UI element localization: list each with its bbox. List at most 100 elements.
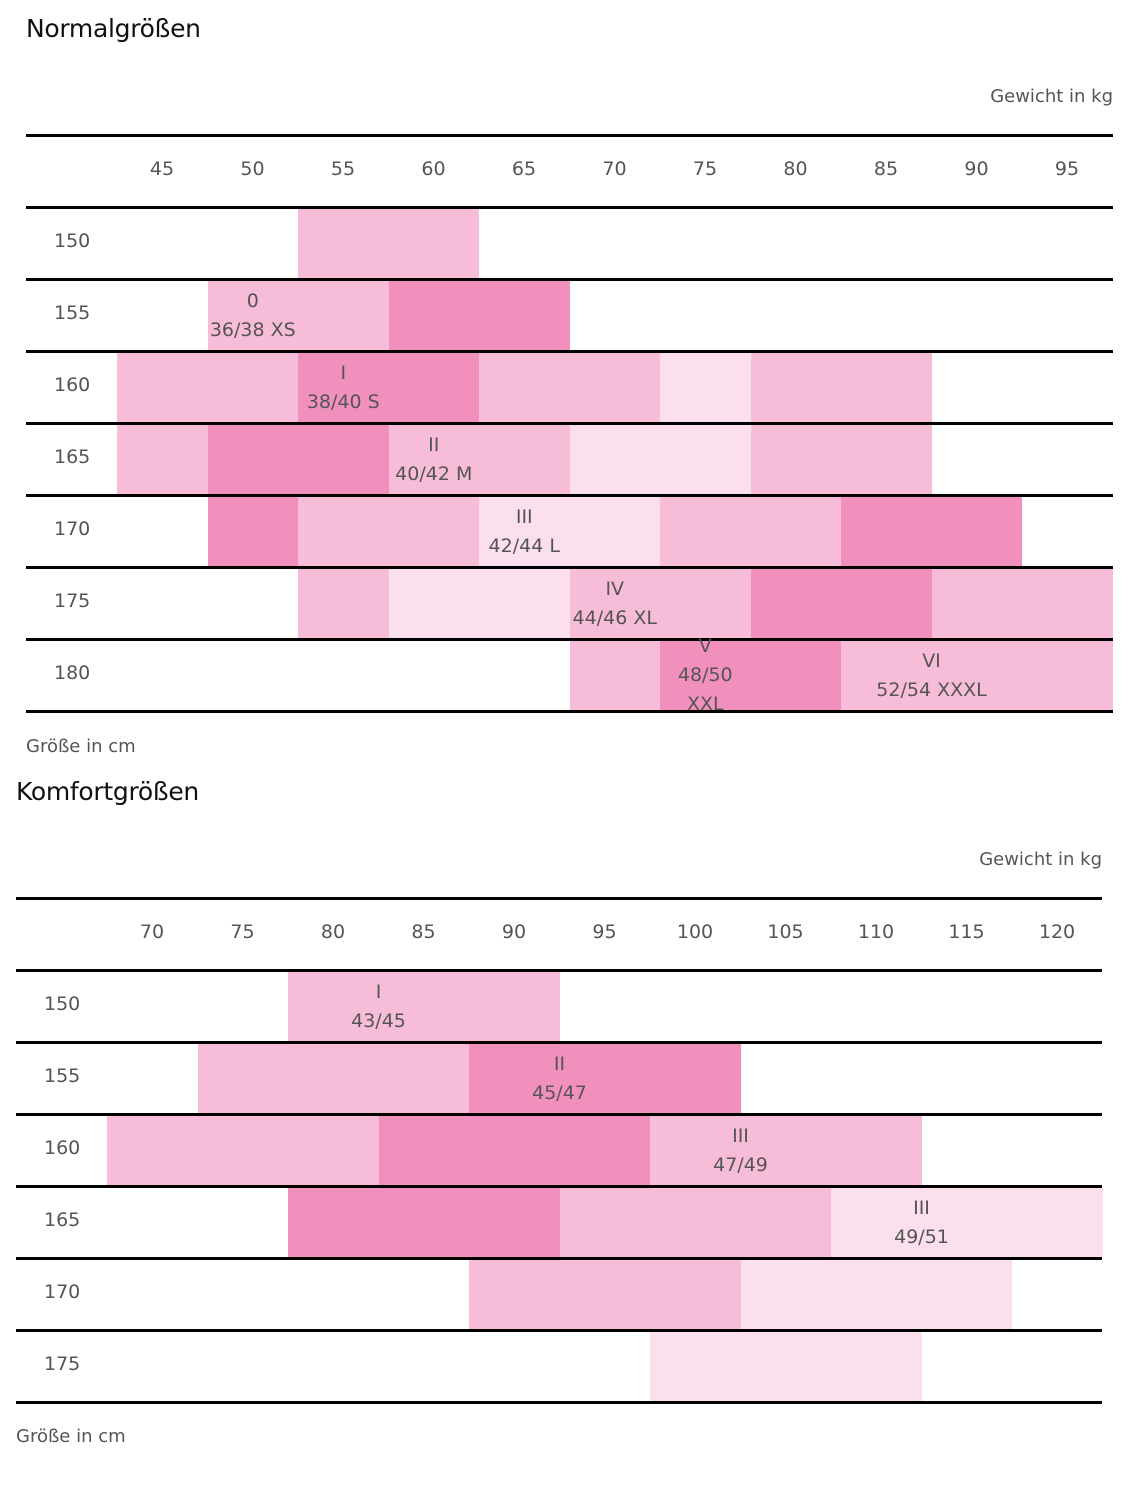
x-tick-label: 95 — [1054, 158, 1080, 180]
x-tick-label: 100 — [676, 921, 714, 943]
size-numeral: III — [515, 505, 533, 528]
size-cell-light — [569, 641, 660, 710]
grid-line — [26, 350, 1113, 353]
x-tick-label: 75 — [230, 921, 255, 943]
size-cell-light — [1022, 641, 1113, 710]
size-label: 38/40 S — [306, 390, 380, 413]
x-tick-label: 80 — [320, 921, 346, 943]
y-tick-label: 150 — [44, 993, 81, 1015]
x-tick-label: 70 — [602, 158, 627, 180]
size-cell-light — [469, 1260, 741, 1329]
grid-line — [26, 710, 1113, 713]
size-cell-light — [197, 1044, 469, 1113]
size-cell-dark — [388, 353, 479, 422]
grid-line — [16, 1257, 1102, 1260]
size-cell-dark — [841, 497, 1022, 566]
y-tick-label: 165 — [54, 446, 91, 468]
x-tick-label: 95 — [592, 921, 617, 943]
size-label: 45/47 — [532, 1081, 587, 1104]
y-tick-label: 160 — [44, 1137, 81, 1159]
size-cell-light — [117, 353, 298, 422]
size-label: 52/54 XXXL — [876, 678, 987, 701]
y-tick-label: 155 — [54, 302, 91, 324]
size-label: 44/46 XL — [572, 606, 657, 629]
size-cell-light — [117, 425, 208, 494]
size-numeral: I — [375, 980, 382, 1003]
size-cell-dark — [207, 425, 389, 494]
size-cell-light — [931, 569, 1113, 638]
komfortgroessen-chart: Komfortgrößen Gewicht in kg Größe in cm … — [16, 763, 1103, 1463]
size-cell-dark: II 45/47 — [469, 1044, 650, 1113]
size-cell-light — [298, 497, 479, 566]
size-cell-lightest — [388, 569, 570, 638]
chart-title: Normalgrößen — [26, 14, 201, 43]
x-tick-label: 75 — [692, 158, 718, 180]
grid-line — [26, 206, 1113, 209]
size-cell-dark — [207, 497, 298, 566]
size-cell-light — [750, 425, 932, 494]
y-tick-label: 170 — [44, 1281, 81, 1303]
x-tick-label: 55 — [330, 158, 356, 180]
size-label: 36/38 XS — [209, 318, 296, 341]
size-cell-lightest — [569, 425, 751, 494]
grid-line — [26, 422, 1113, 425]
y-tick-label: 160 — [54, 374, 91, 396]
x-tick-label: 120 — [1038, 921, 1076, 943]
size-numeral: I — [340, 361, 347, 384]
size-cell-lightest — [650, 1332, 922, 1401]
size-cell-dark: V 48/50 XXL — [660, 635, 751, 715]
grid-line — [26, 278, 1113, 281]
size-cell-light — [298, 209, 479, 278]
x-tick-label: 70 — [139, 921, 165, 943]
y-tick-label: 155 — [44, 1065, 81, 1087]
size-numeral: 0 — [246, 289, 259, 312]
x-tick-label: 65 — [511, 158, 537, 180]
size-numeral: II — [553, 1052, 566, 1075]
size-cell-lightest: III 42/44 L — [479, 497, 570, 566]
size-cell-light — [479, 425, 570, 494]
grid-line — [16, 1041, 1102, 1044]
size-cell-dark — [288, 1188, 560, 1257]
size-cell-light: I 43/45 — [288, 972, 469, 1041]
y-tick-label: 150 — [54, 230, 91, 252]
size-numeral: IV — [605, 577, 625, 600]
chart-title: Komfortgrößen — [16, 777, 199, 806]
size-cell-light — [107, 1116, 379, 1185]
x-tick-label: 90 — [501, 921, 527, 943]
grid-line — [16, 1329, 1102, 1332]
size-numeral: II — [428, 433, 440, 456]
size-cell-lightest — [569, 497, 660, 566]
size-label: 49/51 — [894, 1225, 949, 1248]
x-tick-label: 85 — [411, 921, 436, 943]
size-cell-light — [559, 1188, 831, 1257]
size-cell-light — [469, 972, 560, 1041]
size-numeral: VI — [922, 649, 941, 672]
size-cell-light: III 47/49 — [650, 1116, 831, 1185]
y-tick-label: 165 — [44, 1209, 81, 1231]
grid-line — [16, 969, 1102, 972]
size-cell-dark — [650, 1044, 741, 1113]
x-tick-label: 50 — [240, 158, 265, 180]
size-cell-lightest — [740, 1260, 1012, 1329]
size-cell-light — [660, 497, 841, 566]
grid-line — [16, 1401, 1102, 1404]
x-tick-label: 60 — [421, 158, 446, 180]
grid-line — [26, 494, 1113, 497]
grid-line — [16, 1113, 1102, 1116]
x-tick-label: 85 — [873, 158, 899, 180]
x-tick-label: 105 — [767, 921, 804, 943]
size-numeral: III — [913, 1196, 930, 1219]
y-tick-label: 170 — [54, 518, 91, 540]
size-cell-light — [660, 569, 751, 638]
size-cell-dark: I 38/40 S — [298, 353, 389, 422]
size-label: 40/42 M — [395, 462, 473, 485]
x-axis-label: Gewicht in kg — [990, 86, 1113, 107]
x-tick-label: 45 — [149, 158, 175, 180]
size-numeral: V — [698, 635, 712, 657]
size-label: 48/50 XXL — [677, 664, 733, 715]
x-tick-label: 80 — [783, 158, 808, 180]
size-cell-light: IV 44/46 XL — [569, 569, 660, 638]
size-numeral: III — [732, 1124, 749, 1147]
grid-line — [26, 638, 1113, 641]
y-tick-label: 175 — [54, 590, 91, 612]
